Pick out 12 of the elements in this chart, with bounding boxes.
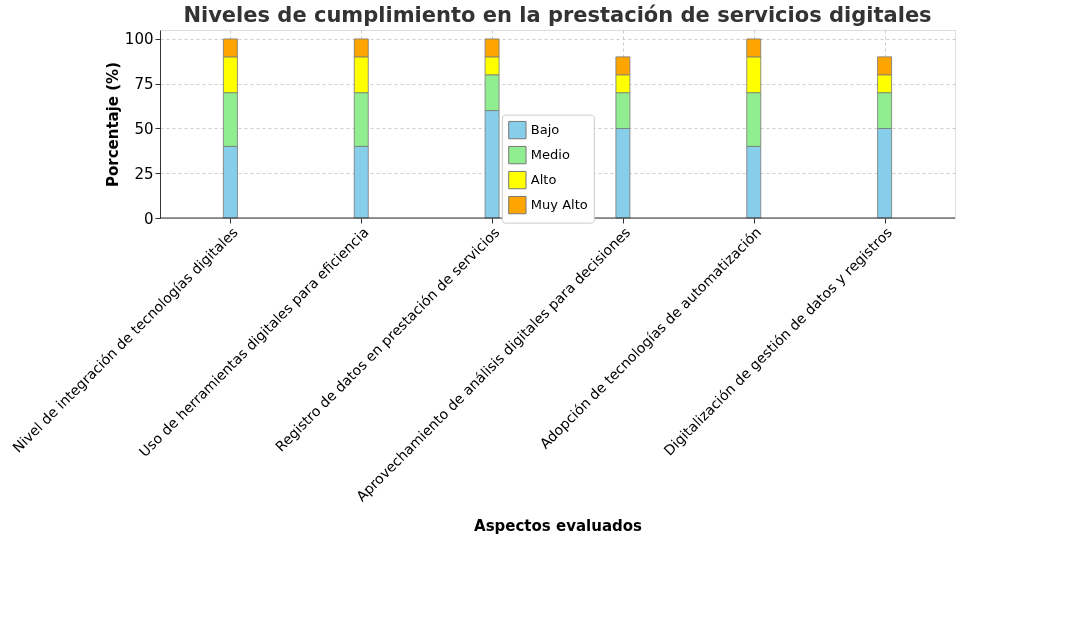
- y-tick-label: 25: [134, 164, 154, 183]
- legend-label: Medio: [530, 147, 570, 163]
- y-tick-label: 75: [134, 75, 154, 94]
- y-axis-title: Porcentaje (%): [103, 61, 122, 188]
- y-tick-label: 50: [134, 119, 154, 138]
- x-axis-title: Aspectos evaluados: [474, 516, 643, 535]
- y-tick-label: 0: [143, 209, 154, 228]
- legend-label: Alto: [530, 172, 557, 188]
- legend-label: Bajo: [530, 122, 560, 138]
- chart-title: Niveles de cumplimiento en la prestación de servicios digitales: [183, 3, 932, 27]
- legend-label: Muy Alto: [530, 197, 588, 213]
- y-tick-label: 100: [124, 30, 154, 49]
